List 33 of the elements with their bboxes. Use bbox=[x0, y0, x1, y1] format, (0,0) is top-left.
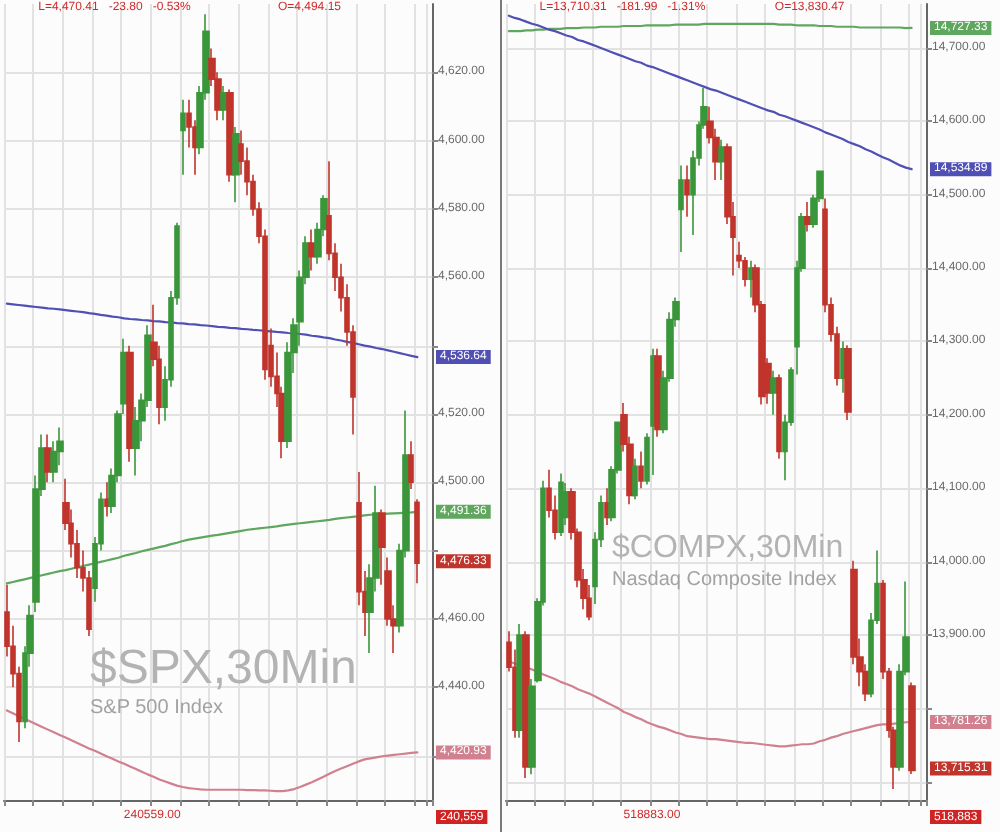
candlestick bbox=[126, 344, 134, 463]
candlestick bbox=[44, 433, 52, 484]
candlestick bbox=[522, 630, 530, 779]
text: S&P 500 Index bbox=[90, 697, 224, 719]
candlestick bbox=[684, 164, 690, 218]
candlestick bbox=[414, 498, 420, 585]
candlestick bbox=[226, 88, 234, 183]
line-series bbox=[507, 14, 913, 171]
candlestick bbox=[180, 98, 186, 176]
text: Nasdaq Composite Index bbox=[612, 569, 837, 591]
candlestick bbox=[718, 138, 726, 181]
candlestick bbox=[654, 348, 662, 438]
candlestick bbox=[770, 370, 778, 416]
candlestick bbox=[678, 164, 684, 253]
text: $SPX,30Min bbox=[90, 641, 357, 695]
candlestick bbox=[558, 472, 564, 537]
line-series bbox=[5, 302, 419, 359]
candlestick bbox=[232, 126, 240, 203]
line-series bbox=[507, 660, 913, 748]
candlestick bbox=[908, 681, 916, 775]
candlestick bbox=[604, 487, 610, 526]
candlestick bbox=[638, 450, 644, 489]
candlestick bbox=[104, 481, 110, 518]
candlestick bbox=[844, 344, 852, 421]
candlestick bbox=[804, 201, 812, 233]
text: $COMPX,30Min bbox=[612, 531, 844, 565]
candlestick bbox=[220, 85, 228, 121]
candlestick bbox=[632, 458, 638, 501]
candlestick bbox=[776, 373, 782, 460]
candlestick bbox=[408, 440, 414, 490]
candlestick bbox=[748, 259, 754, 299]
line-series bbox=[5, 510, 419, 585]
candlestick bbox=[308, 228, 316, 272]
